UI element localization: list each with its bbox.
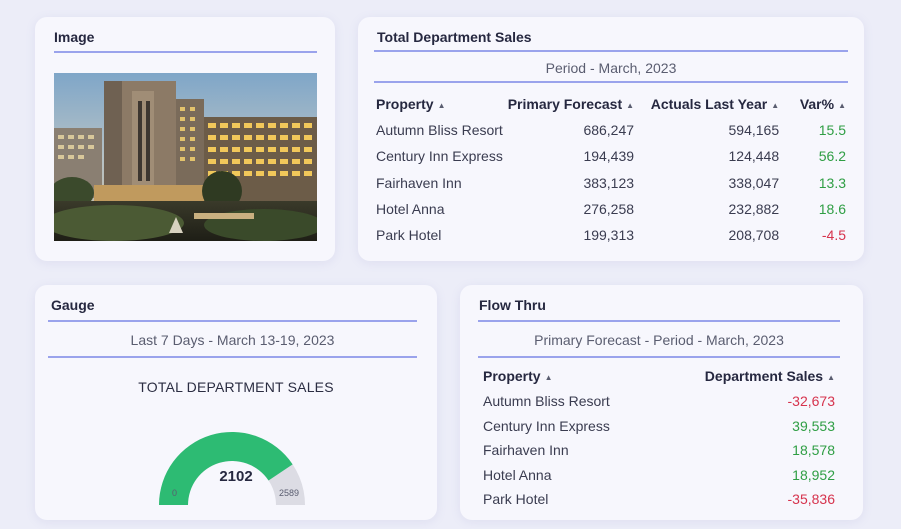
column-header-department-sales[interactable]: Department Sales ▲ [704,368,835,384]
var-cell: 56.2 [818,148,846,165]
table-header-row: Property ▲ Primary Forecast ▲ Actuals Last… [376,91,846,117]
property-cell: Park Hotel [376,227,442,244]
title-divider [374,50,848,52]
table-row: Century Inn Express 39,553 [483,414,835,439]
image-card: Image [35,17,335,261]
property-cell: Century Inn Express [483,417,610,434]
column-header-property[interactable]: Property ▲ [483,368,553,384]
property-cell: Fairhaven Inn [483,442,569,459]
property-cell: Fairhaven Inn [376,174,462,191]
period-label: Last 7 Days - March 13-19, 2023 [130,332,335,348]
property-cell: Hotel Anna [483,466,552,483]
actuals-cell: 594,165 [728,122,780,139]
sales-cell: 18,952 [792,466,835,483]
table-row: Park Hotel -35,836 [483,487,835,512]
gauge-heading: TOTAL DEPARTMENT SALES [138,379,334,395]
sales-cell: -32,673 [787,393,835,410]
table-row: Hotel Anna 18,952 [483,463,835,488]
gauge-min-label: 0 [172,488,178,498]
table-row: Park Hotel 199,313 208,708 -4.5 [376,222,846,248]
var-cell: -4.5 [821,227,846,244]
period-label: Period - March, 2023 [545,60,677,76]
column-header-property[interactable]: Property ▲ [376,96,446,112]
forecast-cell: 199,313 [583,227,635,244]
flow-thru-table: Property ▲ Department Sales ▲ Autumn Bliss… [483,363,835,512]
forecast-cell: 276,258 [583,201,635,218]
gauge-fill [159,432,293,505]
column-header-primary-forecast[interactable]: Primary Forecast ▲ [507,96,635,112]
var-cell: 13.3 [818,174,846,191]
table-header-row: Property ▲ Department Sales ▲ [483,363,835,389]
total-department-sales-card: Total Department Sales Period - March, 2… [358,17,864,261]
title-divider [48,320,417,322]
sort-up-icon[interactable]: ▲ [827,372,835,382]
sort-up-icon[interactable]: ▲ [544,372,553,382]
actuals-cell: 124,448 [728,148,780,165]
actuals-cell: 208,708 [728,227,780,244]
property-cell: Autumn Bliss Resort [483,393,610,410]
sort-up-icon[interactable]: ▲ [626,100,635,110]
table-row: Fairhaven Inn 18,578 [483,438,835,463]
gauge-card-title: Gauge [51,297,95,313]
sales-table: Property ▲ Primary Forecast ▲ Actuals Last… [376,91,846,248]
property-cell: Hotel Anna [376,201,445,218]
hotel-photo [54,73,317,241]
property-cell: Park Hotel [483,491,549,508]
column-header-var-percent[interactable]: Var% ▲ [799,96,846,112]
gauge-card: Gauge Last 7 Days - March 13-19, 2023 TO… [35,285,437,520]
image-card-title: Image [54,29,95,45]
sales-cell: -35,836 [787,491,835,508]
sort-up-icon[interactable]: ▲ [437,100,446,110]
sort-up-icon[interactable]: ▲ [771,100,780,110]
forecast-cell: 383,123 [583,174,635,191]
title-divider [478,320,840,322]
sales-cell: 39,553 [792,417,835,434]
column-header-actuals-last-year[interactable]: Actuals Last Year ▲ [650,96,780,112]
property-cell: Century Inn Express [376,148,503,165]
table-row: Hotel Anna 276,258 232,882 18.6 [376,196,846,222]
sales-card-title: Total Department Sales [377,29,532,45]
period-divider [478,356,840,358]
period-divider [374,81,848,83]
gauge-max-label: 2589 [279,488,300,498]
flow-card-title: Flow Thru [479,297,546,313]
gauge-chart [159,432,305,505]
sales-cell: 18,578 [792,442,835,459]
flow-thru-card: Flow Thru Primary Forecast - Period - Ma… [460,285,863,520]
table-row: Autumn Bliss Resort 686,247 594,165 15.5 [376,117,846,143]
gauge-value: 2102 [219,468,253,485]
title-divider [54,51,317,53]
table-row: Autumn Bliss Resort -32,673 [483,389,835,414]
var-cell: 18.6 [818,201,846,218]
forecast-cell: 194,439 [583,148,635,165]
property-cell: Autumn Bliss Resort [376,122,503,139]
forecast-cell: 686,247 [583,122,635,139]
actuals-cell: 232,882 [728,201,780,218]
table-row: Fairhaven Inn 383,123 338,047 13.3 [376,170,846,196]
actuals-cell: 338,047 [728,174,780,191]
var-cell: 15.5 [818,122,846,139]
period-divider [48,356,417,358]
period-label: Primary Forecast - Period - March, 2023 [534,332,784,348]
table-row: Century Inn Express 194,439 124,448 56.2 [376,143,846,169]
sort-up-icon[interactable]: ▲ [838,100,846,110]
